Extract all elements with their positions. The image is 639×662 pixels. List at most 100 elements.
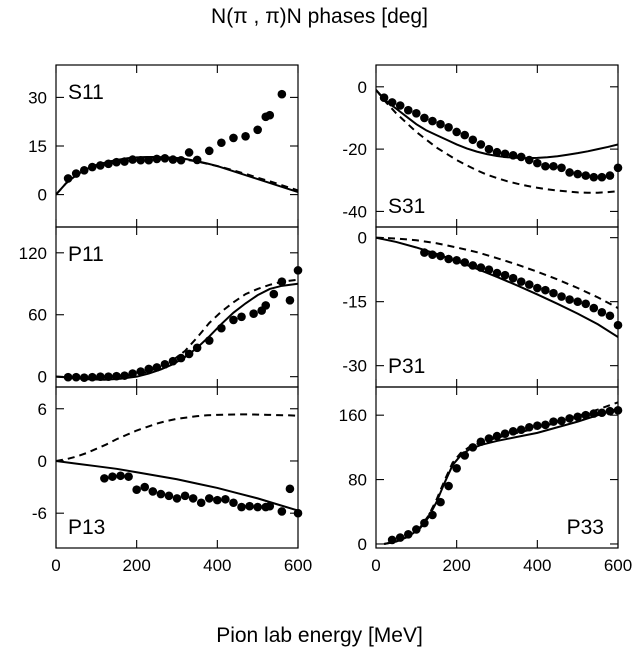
data-point [549, 161, 558, 171]
data-point [541, 161, 550, 171]
y-tick-label: -30 [342, 357, 367, 376]
data-point [116, 471, 125, 481]
data-point [140, 482, 150, 492]
dashed-curve [56, 278, 298, 379]
data-point [452, 464, 461, 473]
panel-p13: 0 200 400 600 6 0 -6 P13 [32, 386, 312, 575]
data-point [533, 158, 542, 168]
panel-p33: 0 200 400 600 160 80 0 P33 [339, 386, 632, 575]
data-point [217, 138, 226, 148]
solid-curve [376, 236, 618, 338]
data-point [229, 498, 238, 508]
data-point [269, 289, 279, 299]
data-point [508, 273, 518, 283]
data-point [237, 312, 246, 322]
y-tick-label: -15 [342, 293, 367, 312]
x-tick-label: 400 [203, 556, 231, 575]
data-point [565, 295, 574, 304]
panel-s11: 0 15 30 S11 [28, 64, 299, 228]
y-tick-label: 30 [28, 88, 47, 107]
y-tick-label: -6 [32, 504, 47, 523]
y-tick-label: 0 [358, 78, 367, 97]
y-tick-label: 0 [38, 368, 47, 387]
data-point [452, 127, 461, 137]
solid-curve [56, 156, 298, 196]
data-point [229, 315, 238, 325]
data-point [395, 101, 405, 110]
data-point [573, 297, 582, 306]
y-tick-label: 80 [348, 471, 367, 490]
data-point [249, 309, 258, 319]
data-point [156, 489, 166, 499]
y-tick-label: 120 [19, 244, 47, 263]
data-point [184, 148, 194, 157]
data-point [412, 108, 421, 118]
data-point [277, 89, 287, 99]
data-point [100, 474, 109, 483]
data-point [605, 171, 615, 180]
data-point [468, 135, 478, 145]
data-point [152, 154, 162, 164]
panel-label-p33: P33 [567, 516, 604, 539]
data-point [492, 147, 502, 157]
panel-frame-p33 [375, 386, 619, 549]
data-point [265, 501, 275, 511]
panel-label-p13: P13 [68, 516, 105, 539]
data-point [565, 168, 574, 177]
data-point [108, 472, 117, 481]
data-point [188, 494, 198, 503]
data-point [196, 498, 206, 508]
data-point [516, 152, 526, 162]
data-point [516, 277, 526, 286]
data-point [613, 163, 623, 173]
x-tick-label: 400 [523, 556, 551, 575]
data-point [213, 495, 222, 505]
panel-label-s11: S11 [68, 81, 104, 104]
panel-s31: 0 -20 -40 S31 [342, 64, 623, 228]
y-tick-label: 0 [38, 186, 47, 205]
data-point [277, 507, 287, 516]
data-point [221, 494, 230, 504]
data-point [549, 288, 558, 298]
data-point [613, 320, 623, 330]
data-point [444, 123, 453, 132]
x-tick-label: 0 [371, 556, 380, 575]
data-point [605, 311, 615, 321]
x-tick-label: 600 [284, 556, 312, 575]
dashed-curve [376, 89, 618, 194]
y-tick-label: 15 [28, 137, 47, 156]
data-point [237, 502, 246, 512]
x-tick-label: 200 [122, 556, 150, 575]
data-point [589, 172, 599, 182]
data-point [524, 280, 534, 289]
data-point [241, 131, 250, 141]
data-point [253, 125, 262, 135]
data-point [428, 116, 437, 126]
data-point [581, 171, 591, 180]
data-point [460, 130, 470, 140]
data-point [245, 501, 254, 511]
y-tick-label: -40 [342, 202, 367, 221]
data-point [573, 169, 582, 179]
data-point [204, 494, 214, 503]
data-point [265, 110, 275, 120]
y-tick-label: 0 [358, 229, 367, 248]
panel-label-p31: P31 [388, 355, 425, 378]
dashed-curve [376, 236, 618, 309]
data-point [420, 113, 429, 123]
data-point [403, 105, 413, 115]
dashed-curve [383, 401, 618, 545]
panel-p11: 0 60 120 P11 [19, 226, 303, 388]
data-point [229, 133, 238, 143]
data-point [148, 487, 158, 496]
data-point [484, 434, 494, 443]
data-point [541, 420, 550, 430]
data-point [180, 491, 190, 501]
data-point [613, 406, 623, 415]
data-point [524, 422, 534, 432]
data-point [533, 283, 542, 293]
y-tick-label: -20 [342, 140, 367, 159]
data-point [500, 270, 510, 280]
data-point [573, 412, 582, 422]
